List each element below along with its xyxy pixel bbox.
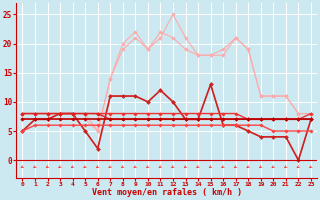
X-axis label: Vent moyen/en rafales ( km/h ): Vent moyen/en rafales ( km/h ) (92, 188, 242, 197)
